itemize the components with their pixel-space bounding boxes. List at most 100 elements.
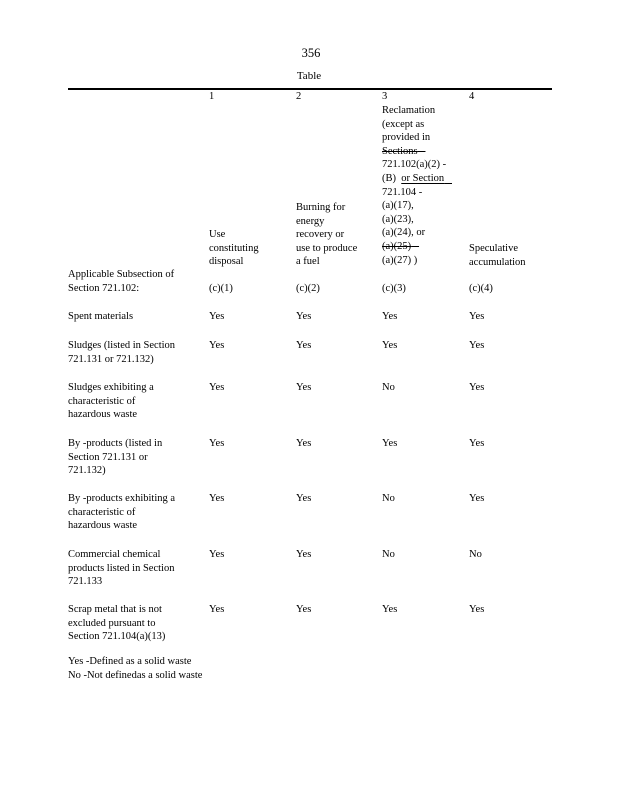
row-cell: Yes [382, 340, 398, 351]
table-row: Commercial chemical products listed in S… [68, 548, 208, 589]
row-label-line: characteristic of [68, 395, 136, 407]
row-cell: Yes [469, 604, 485, 615]
column-number-4: 4 [469, 91, 475, 102]
column-header-2-line: Burning for [296, 202, 346, 213]
row-label-line: Commercial chemical [68, 549, 161, 560]
row-cell: Yes [469, 382, 485, 393]
row-label-line: Sludges (listed in Section [68, 340, 176, 351]
row-cell: No [469, 549, 482, 560]
subsection-label-line: Applicable Subsection of [68, 269, 175, 280]
row-label-line: 721.133 [68, 576, 103, 588]
row-label-line: hazardous waste [68, 409, 138, 421]
row-cell: No [382, 493, 395, 504]
column-header-3-line: provided in [382, 132, 431, 144]
row-label-line: By -products (listed in [68, 438, 163, 449]
row-label-line: products listed in Section [68, 562, 175, 574]
row-cell: Yes [296, 493, 312, 504]
row-cell: Yes [382, 311, 398, 322]
column-header-3-line-struck: (a)(25) [382, 240, 474, 254]
row-label-line: excluded pursuant to [68, 617, 156, 629]
subsection-value-3: (c)(3) [382, 283, 406, 294]
row-label-line: Sludges exhibiting a [68, 382, 154, 393]
column-header-3-line: (a)(27) ) [382, 254, 418, 266]
table-caption: Table [296, 70, 322, 82]
column-header-3-line: (a)(23), [382, 213, 414, 225]
underlined-text: or Section [401, 172, 445, 184]
row-cell: Yes [296, 382, 312, 393]
legend-line-no: No -Not definedas a solid waste [68, 669, 203, 681]
column-header-2-line: energy [296, 215, 325, 227]
table-row: By -products exhibiting a characteristic… [68, 492, 208, 533]
column-header-4-line: Speculative [469, 243, 518, 254]
row-label-line: 721.132) [68, 465, 106, 477]
column-header-1: Use constituting disposal [209, 228, 289, 269]
table-top-rule [68, 88, 552, 90]
row-cell: Yes [209, 438, 225, 449]
subsection-row-label: Applicable Subsection of Section 721.102… [68, 268, 208, 295]
row-cell: Yes [382, 604, 398, 615]
row-cell: Yes [296, 438, 312, 449]
row-cell: Yes [469, 438, 485, 449]
column-header-2-line: a fuel [296, 256, 320, 268]
row-label-line: hazardous waste [68, 520, 138, 532]
row-cell: Yes [296, 549, 312, 560]
row-cell: Yes [469, 311, 485, 322]
column-number-2: 2 [296, 91, 302, 102]
row-cell: Yes [209, 549, 225, 560]
page-number: 356 [301, 46, 321, 60]
column-header-3: Reclamation (except as provided in Secti… [382, 104, 474, 267]
row-label-line: Scrap metal that is not [68, 604, 162, 615]
column-header-1-line: Use [209, 229, 226, 240]
table-row: Sludges exhibiting a characteristic of h… [68, 381, 208, 422]
row-cell: No [382, 549, 395, 560]
subsection-label-line: Section 721.102: [68, 282, 140, 294]
row-label-line: Section 721.104(a)(13) [68, 631, 166, 643]
column-header-2-line: recovery or [296, 229, 345, 241]
column-number-1: 1 [209, 91, 215, 102]
table-row: By -products (listed in Section 721.131 … [68, 437, 208, 478]
row-label-line: By -products exhibiting a [68, 493, 176, 504]
row-cell: Yes [296, 604, 312, 615]
row-cell: Yes [209, 604, 225, 615]
table-row: Scrap metal that is not excluded pursuan… [68, 603, 208, 644]
subsection-value-2: (c)(2) [296, 283, 320, 294]
row-cell: Yes [209, 311, 225, 322]
strikethrough-text: (a)(25) [382, 240, 412, 252]
row-cell: Yes [296, 340, 312, 351]
row-label-line: characteristic of [68, 506, 136, 518]
subsection-value-4: (c)(4) [469, 283, 493, 294]
column-header-2-line: use to produce [296, 242, 358, 254]
row-cell: Yes [469, 493, 485, 504]
table-row: Spent materials [68, 310, 208, 324]
row-cell: Yes [382, 438, 398, 449]
column-header-3-line: (a)(24), or [382, 227, 426, 239]
strikethrough-text: Sections [382, 145, 418, 157]
column-header-3-line-underlined: (B) or Section [382, 172, 474, 186]
row-cell: Yes [296, 311, 312, 322]
row-cell: Yes [469, 340, 485, 351]
row-label-line: 721.131 or 721.132) [68, 353, 154, 365]
column-header-4-line: accumulation [469, 256, 526, 268]
column-header-4: Speculative accumulation [469, 242, 559, 269]
row-label-line: Spent materials [68, 311, 134, 322]
column-header-3-line-struck: Sections [382, 145, 474, 159]
column-header-3-line: 721.102(a)(2) - [382, 159, 447, 171]
table-row: Sludges (listed in Section 721.131 or 72… [68, 339, 208, 366]
column-header-3-line: 721.104 - [382, 186, 423, 198]
row-label-line: Section 721.131 or [68, 451, 148, 463]
plain-prefix: (B) [382, 172, 402, 184]
row-cell: Yes [209, 340, 225, 351]
row-cell: Yes [209, 382, 225, 393]
column-header-3-line: Reclamation [382, 105, 436, 116]
subsection-value-1: (c)(1) [209, 283, 233, 294]
legend-line-yes: Yes -Defined as a solid waste [68, 656, 192, 667]
column-header-3-line: (except as [382, 118, 425, 130]
column-header-1-line: disposal [209, 256, 244, 268]
table-legend: Yes -Defined as a solid waste No -Not de… [68, 655, 368, 683]
column-number-3: 3 [382, 91, 388, 102]
row-cell: Yes [209, 493, 225, 504]
column-header-1-line: constituting [209, 242, 259, 254]
column-header-2: Burning for energy recovery or use to pr… [296, 201, 381, 269]
column-header-3-line: (a)(17), [382, 200, 414, 212]
